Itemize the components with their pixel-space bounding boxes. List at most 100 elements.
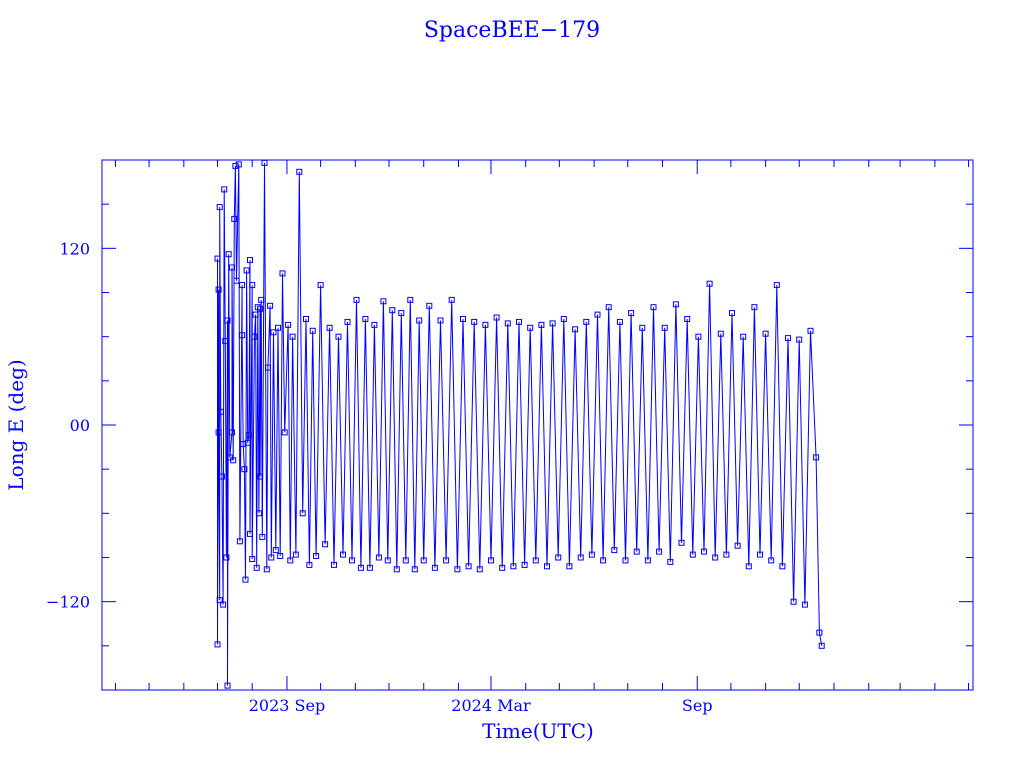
- data-point-marker: [231, 215, 238, 222]
- data-point-marker: [218, 473, 225, 480]
- data-point-marker: [572, 326, 579, 333]
- data-point-marker: [437, 317, 444, 324]
- data-point-marker: [773, 282, 780, 289]
- data-point-marker: [287, 557, 294, 564]
- plot-markers: [214, 159, 825, 689]
- data-point-marker: [443, 557, 450, 564]
- data-point-marker: [299, 510, 306, 517]
- data-point-marker: [236, 538, 243, 545]
- data-point-marker: [245, 432, 252, 439]
- data-point-marker: [588, 551, 595, 558]
- data-point-marker: [259, 533, 266, 540]
- data-point-marker: [214, 255, 221, 262]
- data-point-marker: [215, 286, 222, 293]
- data-point-marker: [577, 554, 584, 561]
- data-point-marker: [667, 558, 674, 565]
- data-point-marker: [221, 186, 228, 193]
- data-point-marker: [504, 320, 511, 327]
- data-point-marker: [247, 257, 253, 264]
- data-point-marker: [223, 554, 230, 561]
- data-point-marker: [801, 601, 808, 608]
- data-point-marker: [813, 454, 820, 461]
- data-point-marker: [465, 563, 472, 570]
- y-tick-label: −120: [46, 593, 90, 612]
- data-point-marker: [235, 161, 242, 168]
- data-point-marker: [268, 554, 275, 561]
- data-point-marker: [544, 563, 550, 570]
- data-point-marker: [317, 282, 324, 289]
- data-point-marker: [335, 333, 342, 340]
- data-point-marker: [253, 564, 260, 571]
- data-point-marker: [431, 564, 438, 571]
- data-point-marker: [306, 561, 313, 568]
- data-point-marker: [796, 336, 803, 343]
- data-point-marker: [600, 557, 607, 564]
- data-point-marker: [229, 429, 235, 436]
- data-point-marker: [516, 318, 522, 325]
- data-point-marker: [380, 298, 387, 305]
- data-point-marker: [303, 316, 309, 322]
- data-point-marker: [233, 277, 240, 284]
- data-point-marker: [407, 296, 414, 303]
- data-point-marker: [650, 304, 657, 311]
- data-point-marker: [745, 563, 752, 570]
- data-point-marker: [398, 310, 405, 317]
- data-point-marker: [751, 304, 758, 311]
- series-line: [217, 162, 823, 686]
- data-point-marker: [488, 557, 494, 564]
- y-tick-label: 120: [59, 239, 90, 258]
- data-point-marker: [289, 333, 296, 340]
- data-point-marker: [263, 566, 270, 573]
- data-point-marker: [217, 408, 224, 415]
- x-axis: 2023 Sep 2024 Mar Sep: [114, 160, 970, 715]
- data-point-marker: [277, 553, 284, 559]
- data-point-marker: [729, 310, 735, 317]
- data-point-marker: [216, 204, 223, 211]
- data-point-marker: [661, 324, 668, 331]
- x-tick-label: 2023 Sep: [249, 696, 325, 715]
- data-point-marker: [224, 682, 231, 689]
- data-point-marker: [499, 564, 506, 571]
- data-point-marker: [538, 321, 545, 328]
- data-point-marker: [249, 282, 256, 289]
- data-point-marker: [644, 557, 651, 564]
- data-point-marker: [678, 539, 685, 546]
- data-point-marker: [275, 324, 281, 331]
- data-point-marker: [242, 576, 249, 583]
- data-point-marker: [322, 541, 329, 548]
- data-point-marker: [331, 561, 337, 568]
- data-point-marker: [420, 557, 427, 564]
- data-point-marker: [216, 597, 223, 604]
- data-point-marker: [353, 296, 360, 303]
- x-axis-label: Time(UTC): [482, 719, 594, 743]
- data-point-marker: [695, 333, 702, 340]
- data-point-marker: [762, 330, 769, 337]
- data-point-marker: [633, 548, 640, 555]
- data-point-marker: [532, 557, 539, 564]
- data-point-marker: [757, 551, 763, 558]
- data-point-marker: [583, 318, 590, 325]
- data-point-marker: [471, 318, 478, 325]
- data-point-marker: [270, 329, 277, 336]
- data-point-marker: [285, 321, 292, 328]
- data-point-marker: [768, 557, 775, 564]
- data-point-marker: [241, 466, 248, 473]
- data-point-marker: [566, 563, 573, 570]
- data-point-marker: [292, 551, 299, 558]
- data-point-marker: [672, 301, 679, 308]
- data-point-marker: [389, 307, 396, 314]
- data-point-marker: [402, 557, 409, 564]
- y-tick-label: 00: [70, 416, 90, 435]
- data-point-marker: [340, 551, 346, 558]
- data-point-marker: [224, 317, 231, 324]
- data-point-marker: [281, 429, 288, 436]
- data-point-marker: [272, 547, 279, 554]
- data-point-marker: [309, 327, 316, 334]
- data-point-marker: [222, 338, 229, 345]
- data-point-marker: [251, 333, 258, 340]
- data-point-marker: [785, 335, 791, 342]
- data-point-marker: [357, 564, 364, 571]
- data-point-marker: [220, 601, 227, 608]
- data-point-marker: [416, 317, 423, 324]
